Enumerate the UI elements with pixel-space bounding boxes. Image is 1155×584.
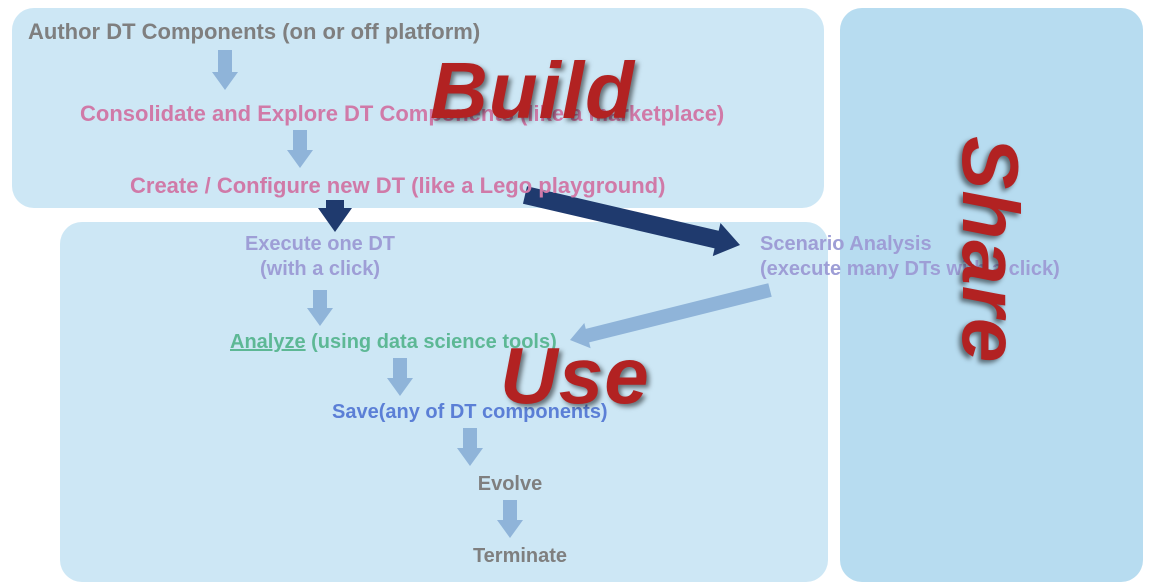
overlay-use: Use	[500, 330, 650, 422]
diagram-stage: Author DT Components (on or off platform…	[0, 0, 1155, 584]
node-create: Create / Configure new DT (like a Lego p…	[130, 172, 730, 200]
node-author: Author DT Components (on or off platform…	[28, 18, 548, 46]
overlay-share: Share	[944, 136, 1036, 356]
node-evolve: Evolve	[450, 472, 570, 497]
node-analyze-head: Analyze	[230, 331, 306, 353]
arrow-a9	[510, 500, 511, 501]
arrow-a8	[470, 428, 471, 429]
node-scenario: Scenario Analysis (execute many DTs with…	[760, 232, 1120, 282]
node-terminate: Terminate	[450, 544, 590, 569]
node-consolidate: Consolidate and Explore DT Components (l…	[80, 100, 760, 128]
arrow-a1	[225, 50, 226, 51]
arrow-a6	[770, 290, 771, 291]
arrow-a3	[335, 200, 336, 201]
node-execute: Execute one DT (with a click)	[210, 232, 430, 282]
arrow-a7	[400, 358, 401, 359]
overlay-build: Build	[430, 45, 635, 137]
arrow-a5	[320, 290, 321, 291]
arrow-a2	[300, 130, 301, 131]
